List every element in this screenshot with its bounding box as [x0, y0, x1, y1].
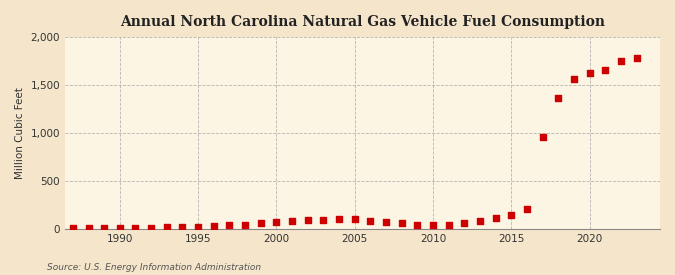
Point: [537, 134, 548, 139]
Point: [412, 222, 423, 227]
Point: [333, 216, 344, 221]
Point: [349, 217, 360, 221]
Point: [600, 67, 611, 72]
Point: [130, 226, 141, 230]
Point: [302, 218, 313, 223]
Point: [443, 222, 454, 227]
Point: [83, 226, 94, 230]
Point: [271, 220, 281, 225]
Point: [240, 222, 250, 227]
Point: [584, 70, 595, 75]
Point: [631, 56, 642, 60]
Point: [459, 221, 470, 226]
Point: [193, 224, 204, 229]
Point: [161, 225, 172, 229]
Point: [553, 96, 564, 101]
Point: [475, 219, 485, 223]
Title: Annual North Carolina Natural Gas Vehicle Fuel Consumption: Annual North Carolina Natural Gas Vehicl…: [120, 15, 605, 29]
Point: [396, 221, 407, 226]
Text: Source: U.S. Energy Information Administration: Source: U.S. Energy Information Administ…: [47, 263, 261, 272]
Point: [209, 224, 219, 228]
Point: [146, 226, 157, 230]
Point: [255, 221, 266, 226]
Point: [427, 223, 438, 227]
Point: [287, 219, 298, 224]
Point: [506, 213, 516, 218]
Point: [522, 206, 533, 211]
Point: [490, 215, 501, 220]
Point: [68, 226, 78, 231]
Point: [568, 77, 579, 81]
Point: [616, 59, 626, 63]
Y-axis label: Million Cubic Feet: Million Cubic Feet: [15, 87, 25, 179]
Point: [381, 220, 392, 225]
Point: [318, 217, 329, 222]
Point: [224, 223, 235, 227]
Point: [99, 226, 109, 230]
Point: [115, 226, 126, 230]
Point: [365, 219, 376, 224]
Point: [177, 225, 188, 229]
